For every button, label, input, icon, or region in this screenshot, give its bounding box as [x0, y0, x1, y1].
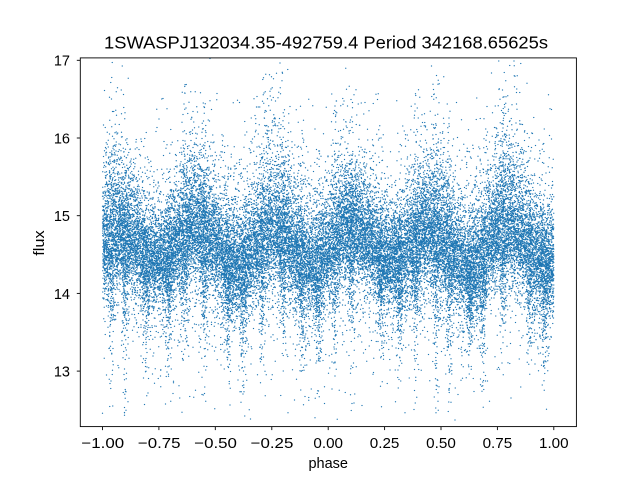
- svg-text:flux: flux: [32, 230, 48, 256]
- svg-text:−0.50: −0.50: [194, 436, 237, 452]
- svg-text:0.50: 0.50: [426, 436, 456, 452]
- svg-text:1.00: 1.00: [539, 436, 569, 452]
- svg-text:14: 14: [54, 287, 70, 303]
- svg-text:17: 17: [54, 54, 70, 70]
- svg-text:15: 15: [54, 209, 70, 225]
- svg-text:13: 13: [54, 365, 70, 381]
- svg-text:−0.75: −0.75: [138, 436, 181, 452]
- svg-text:0.25: 0.25: [370, 436, 400, 452]
- svg-text:−0.25: −0.25: [251, 436, 294, 452]
- svg-text:1SWASPJ132034.35-492759.4 Peri: 1SWASPJ132034.35-492759.4 Period 342168.…: [104, 33, 548, 53]
- svg-text:0.00: 0.00: [313, 436, 343, 452]
- svg-text:16: 16: [54, 131, 70, 147]
- svg-text:phase: phase: [308, 456, 348, 472]
- svg-text:0.75: 0.75: [483, 436, 513, 452]
- svg-text:−1.00: −1.00: [81, 436, 124, 452]
